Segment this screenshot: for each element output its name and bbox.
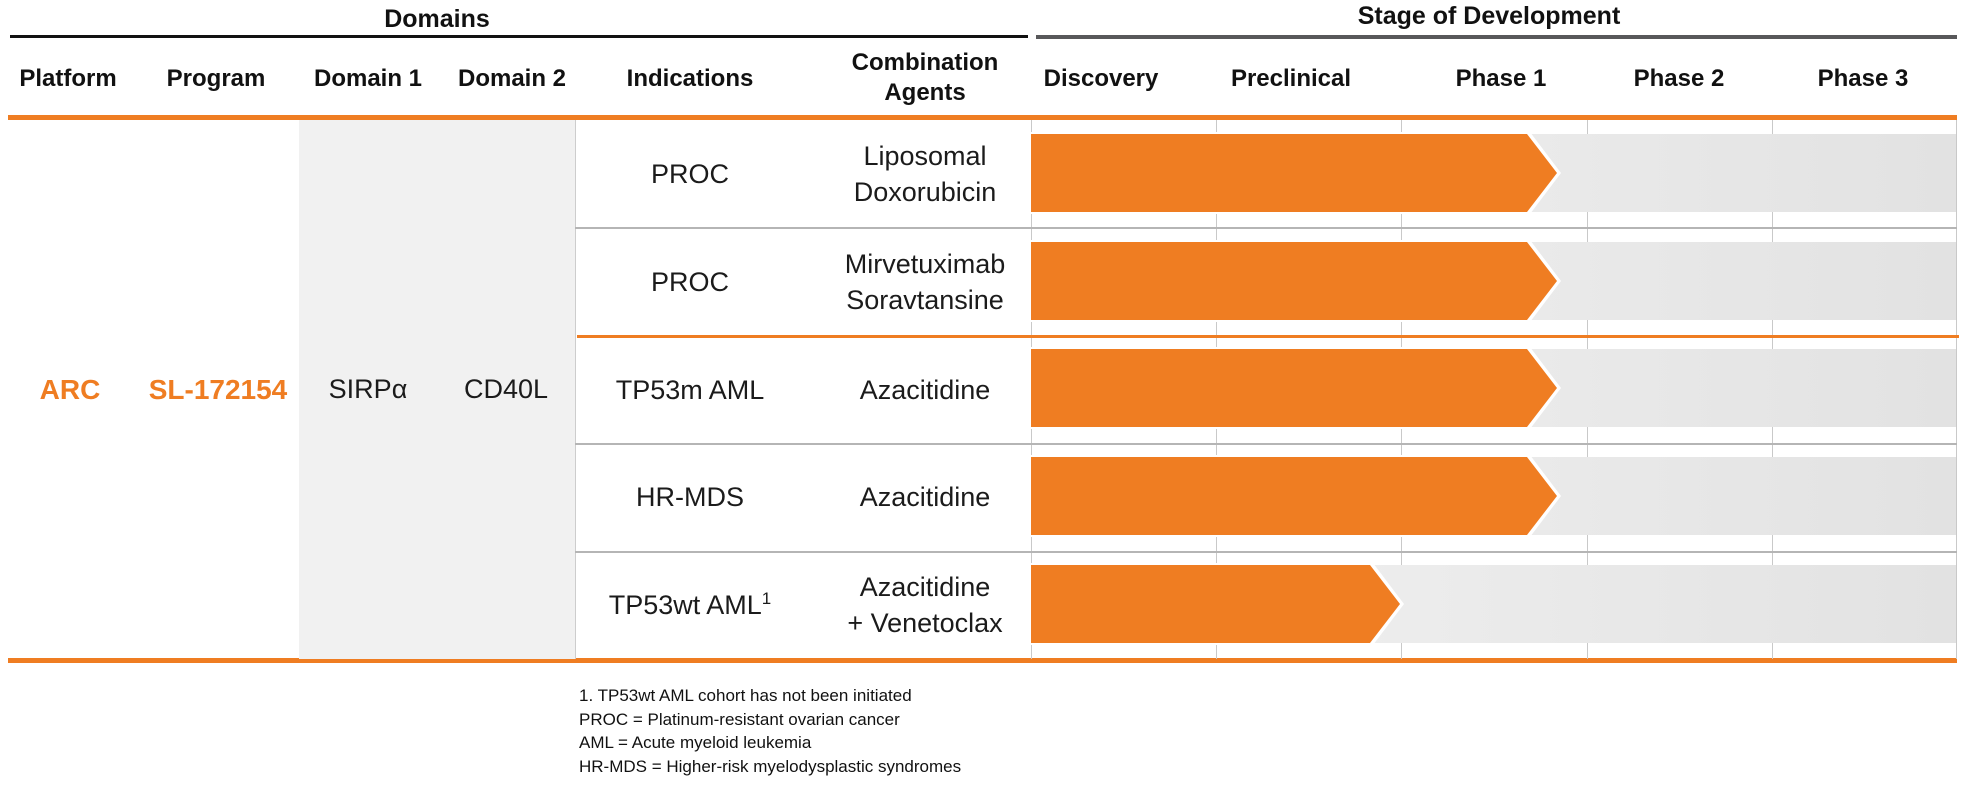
progress-arrow-row-0 bbox=[1031, 132, 1561, 214]
agents-line2: + Venetoclax bbox=[847, 607, 1003, 638]
indication-row-2: TP53m AML bbox=[576, 336, 804, 443]
domains-underline bbox=[10, 35, 1028, 38]
agents-line2: Soravtansine bbox=[846, 284, 1004, 315]
header-stage-phase-2: Phase 2 bbox=[1633, 65, 1725, 92]
agents-row-3: Azacitidine bbox=[800, 443, 1050, 550]
header-stage-phase-1: Phase 1 bbox=[1455, 65, 1547, 92]
agents-line1: Azacitidine bbox=[859, 374, 991, 405]
agents-line1: Liposomal bbox=[863, 140, 987, 171]
progress-arrow-row-3 bbox=[1031, 455, 1561, 537]
header-stage-discovery: Discovery bbox=[1043, 65, 1159, 92]
agents-line2: Doxorubicin bbox=[853, 176, 997, 207]
header-combination-agents-line1: Combination bbox=[851, 49, 999, 76]
cell-domain-2: CD40L bbox=[437, 120, 575, 659]
header-domain-2: Domain 2 bbox=[457, 65, 567, 92]
domains-section-title: Domains bbox=[384, 5, 490, 33]
agents-row-1: Mirvetuximab Soravtansine bbox=[800, 228, 1050, 335]
header-stage-preclinical: Preclinical bbox=[1230, 65, 1352, 92]
agents-line1: Mirvetuximab bbox=[844, 248, 1006, 279]
cell-domain-1: SIRPα bbox=[299, 120, 437, 659]
indication-label: TP53m AML bbox=[615, 374, 765, 405]
cell-program: SL-172154 bbox=[140, 120, 296, 659]
agents-line1: Azacitidine bbox=[859, 481, 991, 512]
arrow-fill bbox=[1031, 565, 1400, 643]
cell-platform: ARC bbox=[8, 120, 132, 659]
domain-1-value: SIRPα bbox=[328, 374, 408, 404]
arrow-fill bbox=[1031, 349, 1557, 427]
row-separator-1 bbox=[575, 227, 1957, 229]
indication-label: HR-MDS bbox=[636, 481, 744, 512]
program-value: SL-172154 bbox=[148, 373, 288, 405]
indication-label: PROC bbox=[650, 266, 729, 297]
progress-arrow-row-4 bbox=[1031, 563, 1404, 645]
agents-row-2: Azacitidine bbox=[800, 336, 1050, 443]
indication-row-3: HR-MDS bbox=[576, 443, 804, 550]
footnote-ref: 1 bbox=[761, 588, 772, 608]
indication-row-0: PROC bbox=[576, 120, 804, 227]
row-separator-2-orange bbox=[577, 335, 1959, 338]
agents-row-0: Liposomal Doxorubicin bbox=[800, 120, 1050, 227]
table-top-border bbox=[8, 115, 1957, 120]
progress-arrow-row-1 bbox=[1031, 240, 1561, 322]
indication-row-4: TP53wt AML1 bbox=[576, 551, 804, 658]
agents-row-4: Azacitidine + Venetoclax bbox=[800, 551, 1050, 658]
indication-label: PROC bbox=[650, 158, 729, 189]
indication-row-1: PROC bbox=[576, 228, 804, 335]
header-indications: Indications bbox=[626, 65, 754, 92]
arrow-fill bbox=[1031, 134, 1557, 212]
arrow-fill bbox=[1031, 457, 1557, 535]
stage-underline bbox=[1036, 35, 1957, 39]
footnote-line: 1. TP53wt AML cohort has not been initia… bbox=[579, 686, 912, 705]
header-combination-agents-line2: Agents bbox=[884, 79, 966, 106]
arrow-fill bbox=[1031, 242, 1557, 320]
table-bottom-border bbox=[8, 658, 1957, 663]
platform-value: ARC bbox=[39, 373, 101, 405]
footnote-line: PROC = Platinum-resistant ovarian cancer bbox=[579, 709, 900, 729]
footnotes-block: 1. TP53wt AML cohort has not been initia… bbox=[579, 684, 961, 778]
stage-of-development-section-title: Stage of Development bbox=[1357, 2, 1621, 30]
header-program: Program bbox=[166, 65, 266, 92]
footnote-line: AML = Acute myeloid leukemia bbox=[579, 733, 812, 752]
indication-label: TP53wt AML1 bbox=[608, 588, 772, 620]
stage-gridline-5 bbox=[1956, 120, 1957, 659]
domain-2-value: CD40L bbox=[463, 374, 549, 404]
domain-columns-band bbox=[299, 120, 575, 659]
row-separator-4 bbox=[575, 551, 1957, 553]
indications-left-separator bbox=[575, 120, 576, 659]
row-separator-3 bbox=[575, 443, 1957, 445]
progress-arrow-row-2 bbox=[1031, 347, 1561, 429]
header-platform: Platform bbox=[19, 65, 117, 92]
header-domain-1: Domain 1 bbox=[313, 65, 423, 92]
footnote-line: HR-MDS = Higher-risk myelodysplastic syn… bbox=[579, 756, 962, 776]
header-combination-agents: Combination Agents bbox=[852, 48, 999, 108]
header-stage-phase-3: Phase 3 bbox=[1817, 65, 1909, 92]
agents-line1: Azacitidine bbox=[859, 571, 991, 602]
